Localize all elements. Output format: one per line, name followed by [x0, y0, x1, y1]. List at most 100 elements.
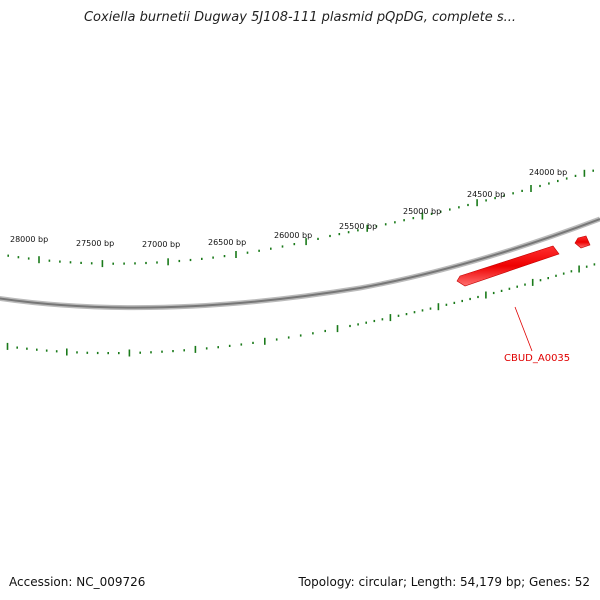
minor-tick: [548, 182, 550, 185]
minor-tick: [373, 319, 376, 323]
major-tick: [485, 291, 487, 299]
minor-tick: [312, 332, 314, 335]
minor-tick: [17, 256, 20, 259]
minor-tick: [107, 352, 109, 355]
minor-tick: [123, 262, 125, 265]
minor-tick: [430, 212, 433, 215]
minor-tick: [477, 295, 479, 299]
major-tick: [167, 258, 169, 266]
minor-tick: [86, 351, 89, 354]
map-title: Coxiella burnetii Dugway 5J108-111 plasm…: [83, 10, 517, 25]
minor-tick: [521, 189, 523, 192]
minor-tick: [539, 279, 542, 282]
minor-tick: [453, 301, 456, 304]
minor-tick: [7, 254, 9, 257]
minor-tick: [48, 259, 51, 262]
minor-tick: [357, 323, 359, 326]
minor-tick: [557, 179, 559, 183]
minor-tick: [26, 347, 28, 350]
tick-label: 24000 bp: [529, 168, 567, 177]
tick-label: 25500 bp: [339, 222, 377, 231]
minor-tick: [45, 349, 48, 352]
major-tick: [531, 278, 534, 286]
minor-tick: [299, 334, 302, 337]
minor-tick: [381, 318, 384, 321]
minor-tick: [413, 311, 416, 314]
minor-tick: [161, 350, 163, 353]
minor-tick: [223, 255, 226, 258]
minor-tick: [405, 313, 408, 316]
major-tick: [476, 199, 478, 207]
major-tick: [421, 212, 424, 220]
minor-tick: [27, 257, 30, 260]
major-tick: [336, 325, 339, 333]
minor-tick: [275, 338, 278, 341]
minor-tick: [317, 237, 319, 240]
minor-tick: [156, 261, 158, 264]
minor-tick: [512, 192, 514, 195]
minor-tick: [508, 287, 511, 290]
minor-tick: [287, 336, 290, 339]
tick-label-group: 28000 bp 27500 bp 27000 bp 26500 bp 26000 bp…: [10, 168, 567, 249]
minor-tick: [228, 344, 231, 347]
minor-tick: [172, 350, 174, 353]
minor-tick: [347, 231, 350, 234]
minor-tick: [189, 258, 192, 262]
minor-tick: [59, 260, 61, 263]
major-tick: [101, 260, 104, 268]
minor-tick: [565, 177, 568, 180]
minor-tick: [324, 329, 326, 333]
minor-tick: [449, 208, 451, 211]
minor-tick: [485, 199, 487, 202]
minor-tick: [69, 261, 72, 264]
minor-tick: [112, 262, 114, 265]
minor-tick: [240, 343, 243, 346]
minor-tick: [461, 299, 463, 303]
minor-tick: [469, 297, 471, 301]
outer-tick-track: [7, 169, 594, 268]
minor-tick: [439, 210, 442, 213]
minor-tick: [429, 307, 432, 310]
minor-tick: [458, 206, 460, 209]
minor-tick: [397, 314, 400, 317]
genome-summary-text: Topology: circular; Length: 54,179 bp; G…: [298, 575, 590, 589]
tick-label: 26500 bp: [208, 238, 246, 247]
minor-tick: [246, 251, 249, 254]
major-tick: [366, 224, 368, 232]
minor-tick: [16, 346, 18, 349]
major-tick: [66, 348, 68, 356]
minor-tick: [36, 348, 38, 351]
minor-tick: [76, 351, 78, 354]
minor-tick: [547, 277, 549, 280]
minor-tick: [183, 349, 185, 352]
inner-tick-track: [6, 263, 596, 357]
gene-feature-cbud-a0035[interactable]: [456, 245, 560, 287]
major-tick: [530, 185, 532, 192]
minor-tick: [205, 347, 208, 350]
minor-tick: [90, 262, 93, 265]
major-tick: [128, 349, 131, 357]
minor-tick: [585, 265, 588, 268]
minor-tick: [365, 321, 367, 324]
minor-tick: [555, 274, 557, 277]
minor-tick: [150, 351, 152, 354]
minor-tick: [201, 257, 203, 260]
minor-tick: [539, 184, 541, 188]
minor-tick: [516, 285, 518, 288]
tick-label: 27500 bp: [76, 239, 114, 248]
minor-tick: [500, 289, 503, 292]
minor-tick: [562, 272, 565, 275]
minor-tick: [394, 221, 396, 224]
minor-tick: [503, 194, 505, 197]
major-tick: [578, 265, 580, 273]
major-tick: [583, 169, 586, 177]
tick-label: 26000 bp: [274, 231, 312, 240]
major-tick: [437, 303, 440, 311]
minor-tick: [467, 203, 469, 207]
minor-tick: [252, 341, 254, 344]
major-tick: [264, 337, 266, 345]
gene-feature-small[interactable]: [574, 235, 591, 249]
minor-tick: [139, 351, 141, 354]
minor-tick: [293, 243, 296, 246]
